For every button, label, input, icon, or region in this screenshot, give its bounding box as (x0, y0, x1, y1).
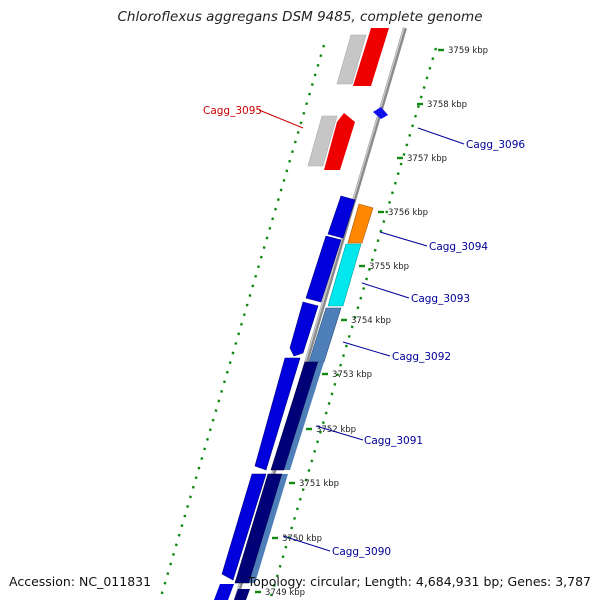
scale-label: 3750 kbp (282, 534, 322, 544)
scale-label: 3759 kbp (448, 46, 488, 56)
gene-feature-cagg3091-b[interactable] (284, 362, 324, 470)
leader-cagg3093 (361, 282, 410, 299)
scale-label: 3752 kbp (316, 425, 356, 435)
gene-feature-blue[interactable] (234, 589, 250, 600)
gene-feature-grey[interactable] (307, 115, 338, 167)
scale-label: 3749 kbp (265, 588, 305, 598)
gene-feature-cagg3093[interactable] (327, 243, 362, 307)
leader-lines (258, 109, 465, 552)
leader-cagg3094 (379, 231, 428, 247)
genome-summary-text: Topology: circular; Length: 4,684,931 bp… (247, 574, 591, 589)
gene-label-cagg3093[interactable]: Cagg_3093 (411, 293, 470, 305)
gene-feature-blue[interactable] (327, 195, 356, 239)
accession-text: Accession: NC_011831 (9, 574, 152, 589)
gene-label-cagg3094[interactable]: Cagg_3094 (429, 241, 488, 253)
scale-label: 3754 kbp (351, 316, 391, 326)
gene-label-cagg3091[interactable]: Cagg_3091 (364, 435, 423, 447)
outer-tick-ring (158, 44, 326, 601)
gene-label-cagg3096[interactable]: Cagg_3096 (466, 139, 525, 151)
scale-label: 3751 kbp (299, 479, 339, 489)
gene-feature-cagg3096[interactable] (373, 107, 388, 119)
scale-label: 3758 kbp (427, 100, 467, 110)
scale-label: 3756 kbp (388, 208, 428, 218)
gene-feature-cagg3094[interactable] (347, 203, 374, 244)
gene-feature-grey[interactable] (336, 34, 367, 85)
scale-label: 3755 kbp (369, 262, 409, 272)
leader-cagg3090 (282, 535, 331, 552)
leader-cagg3096 (417, 127, 465, 145)
scale-label: 3753 kbp (332, 370, 372, 380)
gene-feature-blue[interactable] (289, 301, 319, 357)
gene-label-cagg3090[interactable]: Cagg_3090 (332, 546, 391, 558)
gene-label-cagg3095[interactable]: Cagg_3095 (203, 105, 262, 117)
gene-feature-cagg3090-b[interactable] (249, 474, 288, 583)
scale-label: 3757 kbp (407, 154, 447, 164)
gene-feature-blue[interactable] (254, 357, 301, 471)
gene-label-cagg3092[interactable]: Cagg_3092 (392, 351, 451, 363)
leader-cagg3091 (315, 425, 364, 441)
leader-cagg3092 (342, 341, 391, 357)
gene-feature-blue[interactable] (221, 473, 267, 581)
gene-feature-blue[interactable] (305, 235, 342, 303)
gene-feature-cagg3095[interactable] (324, 113, 355, 170)
map-title: Chloroflexus aggregans DSM 9485, complet… (117, 9, 483, 25)
gene-feature-red[interactable] (353, 28, 389, 86)
scale-group: 3759 kbp 3758 kbp 3757 kbp 3756 kbp 3755 kbp… (255, 46, 488, 598)
gene-feature-blue[interactable] (214, 584, 234, 600)
leader-cagg3095 (258, 109, 304, 129)
inner-tick-ring (268, 47, 438, 601)
